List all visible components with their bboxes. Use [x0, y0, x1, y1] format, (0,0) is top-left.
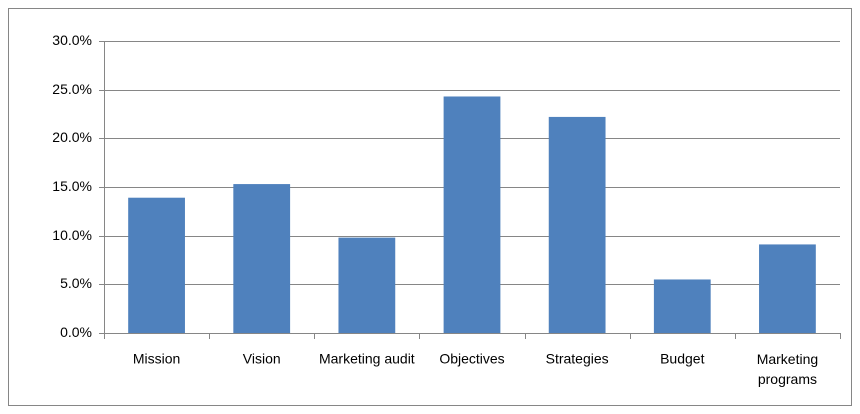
y-tick-label: 30.0%	[52, 32, 92, 48]
x-tick-label: Strategies	[546, 351, 609, 367]
bar	[653, 279, 711, 333]
y-tick-label: 15.0%	[52, 178, 92, 194]
x-tick-label: Budget	[660, 351, 704, 367]
bar	[128, 197, 185, 333]
y-tick-label: 0.0%	[60, 324, 92, 340]
y-tick-label: 5.0%	[60, 275, 92, 291]
y-tick-label: 10.0%	[52, 227, 92, 243]
x-tick-label: Mission	[133, 351, 180, 367]
bar	[759, 244, 816, 333]
bar	[338, 237, 396, 333]
x-tick-label: Marketing programs	[757, 351, 818, 387]
y-tick-label: 20.0%	[52, 129, 92, 145]
x-tick-label: Objectives	[439, 351, 504, 367]
bar	[548, 116, 606, 333]
bar	[443, 96, 501, 333]
x-tick-label: Vision	[243, 351, 281, 367]
bar	[233, 184, 291, 333]
y-tick-label: 25.0%	[52, 81, 92, 97]
x-tick-label: Marketing audit	[319, 351, 415, 367]
